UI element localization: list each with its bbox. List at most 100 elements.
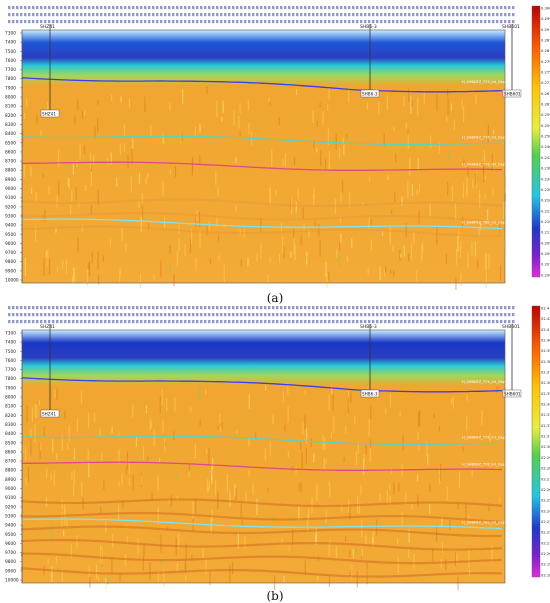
trace-header xyxy=(8,6,515,24)
depth-tick-label: 9700 xyxy=(5,550,16,556)
colorbar-tick-label: 0.2836 xyxy=(541,49,550,53)
colorbar-gradient xyxy=(531,5,541,278)
horizons xyxy=(21,77,503,230)
depth-tick-label: 8500 xyxy=(5,440,16,446)
depth-axis: 7300 7400 7500 7600 7700 7800 7900 8000 8100 8200… xyxy=(5,330,23,584)
colorbar-tick-label: 02.22 xyxy=(541,531,550,535)
depth-tick-label: 8800 xyxy=(5,468,16,474)
depth-tick-label: 7900 xyxy=(5,85,16,91)
depth-tick-label: 9600 xyxy=(5,241,16,247)
depth-tick-label: 8600 xyxy=(5,449,16,455)
colorbar-tick-label: 02.30 xyxy=(541,445,550,449)
well-label: SHB601 xyxy=(502,324,520,330)
section-area xyxy=(22,30,505,283)
depth-tick-label: 9500 xyxy=(5,532,16,538)
depth-tick-label: 9100 xyxy=(5,495,16,501)
horizon-label: H_SHBNFZ_T76_int_Depth>904 xyxy=(462,436,520,440)
section-panel-a: H_SHBNFZ_T74_int_Depth>904 H_SHBNFZ_T76_i… xyxy=(0,0,550,290)
depth-tick-label: 9700 xyxy=(5,250,16,256)
well-tag xyxy=(40,409,60,418)
depth-tick-label: 8900 xyxy=(5,177,16,183)
colorbar-tick-label: 0.2385 xyxy=(541,167,550,171)
horizon-line xyxy=(21,161,503,171)
section-area xyxy=(22,330,505,583)
depth-tick-label: 7300 xyxy=(5,331,16,337)
depth-tick-label: 7900 xyxy=(5,385,16,391)
colorbar-tick-label: 0.2344 xyxy=(541,177,550,181)
colorbar-tick-label: 02.25 xyxy=(541,499,550,503)
depth-tick-label: 9200 xyxy=(5,504,16,510)
colorbar-tick-label: 02.34 xyxy=(541,403,550,407)
colorbar-tick-label: 0.2000 xyxy=(541,273,550,277)
well-tag xyxy=(360,89,380,98)
colorbar-tick-label: 0.2426 xyxy=(541,156,550,160)
depth-tick-label: 8900 xyxy=(5,477,16,483)
attribute-texture xyxy=(22,86,506,290)
horizon-line xyxy=(21,518,503,530)
section-panel-b: H_SHBNFZ_T74_int_Depth>904 H_SHBNFZ_T76_i… xyxy=(0,300,550,590)
section-frame xyxy=(21,329,506,584)
colorbar-gradient xyxy=(531,305,541,578)
caption-b: (b) xyxy=(266,589,284,603)
well-tag xyxy=(502,389,522,398)
depth-tick-label: 9900 xyxy=(5,568,16,574)
depth-tick-label: 9000 xyxy=(5,486,16,492)
well-label: SHB601 xyxy=(502,24,520,30)
horizon-label: H_SHBNFZ_T74_int_Depth>904 xyxy=(462,80,520,84)
well-tag xyxy=(40,109,60,118)
colorbar-tick-label: 02.23 xyxy=(541,520,550,524)
well-label: SHZ41 xyxy=(40,24,55,30)
depth-tick-label: 7600 xyxy=(5,358,16,364)
horizon-label: H_SHBNFZ_T76_int_Depth>904 xyxy=(462,136,520,140)
depth-tick-label: 9800 xyxy=(5,559,16,565)
depth-tick-label: 8000 xyxy=(5,95,16,101)
well-label: SHZ41 xyxy=(42,412,56,417)
horizon-line xyxy=(21,135,503,146)
colorbar-tick-label: 02.37 xyxy=(541,370,550,374)
depth-tick-label: 8300 xyxy=(5,422,16,428)
well-label: SHB6-3 xyxy=(360,324,377,330)
colorbar-tick-label: 02.43 xyxy=(541,306,550,310)
horizons xyxy=(21,377,503,530)
colorbar-tick-label: 02.29 xyxy=(541,456,550,460)
depth-tick-label: 7500 xyxy=(5,49,16,55)
depth-tick-label: 7300 xyxy=(5,31,16,37)
colorbar-tick-label: 02.24 xyxy=(541,509,550,513)
horizon-label: H_SHBNFZ_T78_int_Depth>904 xyxy=(462,163,520,167)
colorbar-tick-label: 0.2959 xyxy=(541,17,550,21)
colorbar-tick-label: 0.2713 xyxy=(541,81,550,85)
well-label: SHB6-3 xyxy=(362,392,378,397)
trace-header xyxy=(8,306,515,324)
colorbar-tick-label: 0.2303 xyxy=(541,188,550,192)
depth-tick-label: 8400 xyxy=(5,431,16,437)
depth-tick-label: 8500 xyxy=(5,140,16,146)
depth-tick-label: 7700 xyxy=(5,367,16,373)
wells: SHZ41 SHZ41 SHB6-3 SHB6-3 SHB601 SHB601 xyxy=(40,24,522,118)
horizon-label: H_SHBNFZ_T74_int_Depth>904 xyxy=(462,380,520,384)
colorbar-tick-label: 02.39 xyxy=(541,349,550,353)
depth-tick-label: 8200 xyxy=(5,113,16,119)
depth-tick-label: 7600 xyxy=(5,58,16,64)
colorbar-tick-label: 02.26 xyxy=(541,488,550,492)
colorbar-tick-label: 02.32 xyxy=(541,424,550,428)
colorbar-tick-label: 0.2221 xyxy=(541,209,550,213)
colorbar-tick-label: 0.2262 xyxy=(541,199,550,203)
colorbar-tick-label: 0.2098 xyxy=(541,241,550,245)
depth-tick-label: 8000 xyxy=(5,395,16,401)
well-label: SHB6-3 xyxy=(360,24,377,30)
depth-tick-label: 9100 xyxy=(5,195,16,201)
colorbar-tick-label: 02.21 xyxy=(541,541,550,545)
colorbar-tick-label: 0.2877 xyxy=(541,38,550,42)
depth-tick-label: 8200 xyxy=(5,413,16,419)
depth-tick-label: 7800 xyxy=(5,376,16,382)
depth-axis: 7300 7400 7500 7600 7700 7800 7900 8000 8100 8200… xyxy=(5,30,23,284)
depth-tick-label: 9000 xyxy=(5,186,16,192)
section-frame xyxy=(21,29,506,284)
colorbar-tick-label: 02.41 xyxy=(541,328,550,332)
depth-tick-label: 9800 xyxy=(5,259,16,265)
depth-tick-label: 7400 xyxy=(5,340,16,346)
horizon-line xyxy=(21,77,503,93)
depth-tick-label: 8700 xyxy=(5,459,16,465)
depth-tick-label: 8600 xyxy=(5,149,16,155)
seismic-section: H_SHBNFZ_T74_int_Depth>904 H_SHBNFZ_T76_i… xyxy=(5,305,550,590)
